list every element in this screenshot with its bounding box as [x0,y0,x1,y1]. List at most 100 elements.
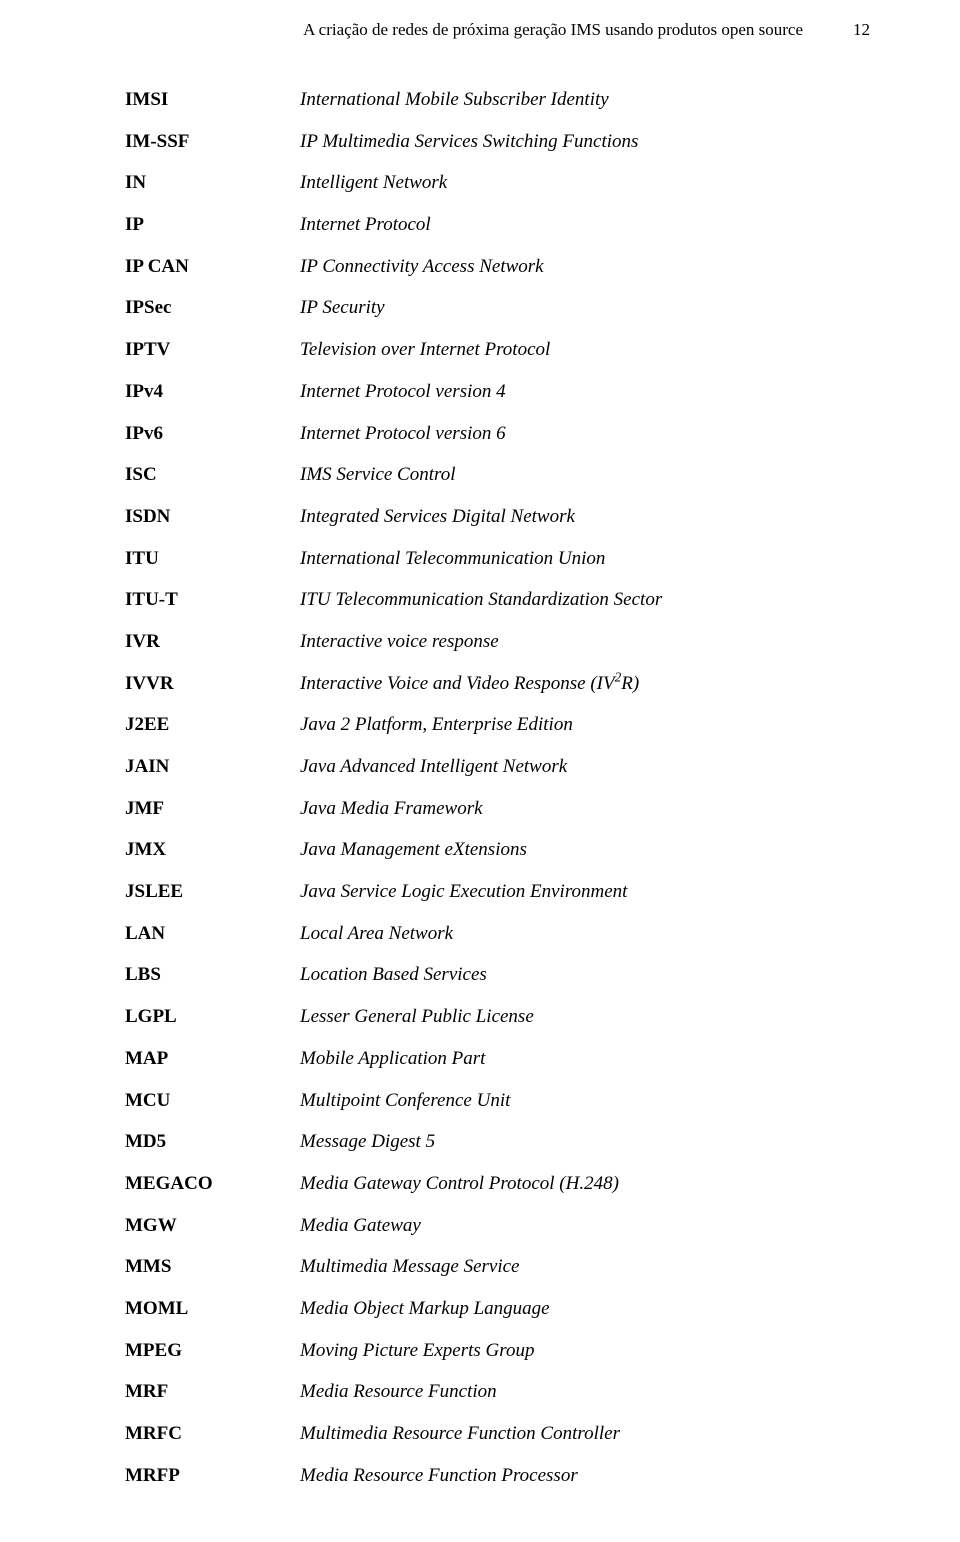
abbreviation: JMX [125,838,300,863]
glossary-row: IMSIInternational Mobile Subscriber Iden… [125,88,870,113]
abbreviation: IP [125,213,300,238]
abbreviation: MRFC [125,1422,300,1447]
glossary-row: IVVRInteractive Voice and Video Response… [125,672,870,697]
abbreviation: MRF [125,1380,300,1405]
abbreviation: MEGACO [125,1172,300,1197]
glossary-row: MAPMobile Application Part [125,1047,870,1072]
header-page-number: 12 [853,20,870,40]
glossary-row: J2EEJava 2 Platform, Enterprise Edition [125,713,870,738]
definition: IP Security [300,296,870,321]
abbreviation: IVR [125,630,300,655]
definition: Lesser General Public License [300,1005,870,1030]
definition: Mobile Application Part [300,1047,870,1072]
definition: International Mobile Subscriber Identity [300,88,870,113]
abbreviation: IM-SSF [125,130,300,155]
definition: Java Media Framework [300,797,870,822]
definition: Location Based Services [300,963,870,988]
glossary-row: MRFCMultimedia Resource Function Control… [125,1422,870,1447]
definition: Java Management eXtensions [300,838,870,863]
definition: Media Resource Function Processor [300,1464,870,1489]
definition: Multimedia Message Service [300,1255,870,1280]
glossary-row: LGPLLesser General Public License [125,1005,870,1030]
glossary-row: MRFPMedia Resource Function Processor [125,1464,870,1489]
glossary-row: ITU-TITU Telecommunication Standardizati… [125,588,870,613]
glossary-row: MMSMultimedia Message Service [125,1255,870,1280]
abbreviation: LAN [125,922,300,947]
definition: Multipoint Conference Unit [300,1089,870,1114]
abbreviation: IN [125,171,300,196]
abbreviation: J2EE [125,713,300,738]
header-title: A criação de redes de próxima geração IM… [303,20,803,40]
definition: Interactive voice response [300,630,870,655]
definition-text-after: R) [621,673,639,694]
abbreviation: IVVR [125,672,300,697]
abbreviation: JSLEE [125,880,300,905]
glossary-row: ITUInternational Telecommunication Union [125,547,870,572]
abbreviation: MCU [125,1089,300,1114]
definition: Java Advanced Intelligent Network [300,755,870,780]
abbreviation: MOML [125,1297,300,1322]
abbreviation: IPSec [125,296,300,321]
glossary-row: JSLEEJava Service Logic Execution Enviro… [125,880,870,905]
definition: ITU Telecommunication Standardization Se… [300,588,870,613]
glossary-row: IPTVTelevision over Internet Protocol [125,338,870,363]
glossary-row: JMXJava Management eXtensions [125,838,870,863]
abbreviation: MMS [125,1255,300,1280]
glossary-row: MGWMedia Gateway [125,1214,870,1239]
glossary-list: IMSIInternational Mobile Subscriber Iden… [125,88,870,1488]
glossary-row: IPv4Internet Protocol version 4 [125,380,870,405]
glossary-row: JAINJava Advanced Intelligent Network [125,755,870,780]
definition: Local Area Network [300,922,870,947]
glossary-row: ISCIMS Service Control [125,463,870,488]
glossary-row: IPSecIP Security [125,296,870,321]
glossary-row: MCUMultipoint Conference Unit [125,1089,870,1114]
definition: Intelligent Network [300,171,870,196]
abbreviation: LBS [125,963,300,988]
glossary-row: ISDNIntegrated Services Digital Network [125,505,870,530]
abbreviation: IPv6 [125,422,300,447]
abbreviation: ISC [125,463,300,488]
abbreviation: JAIN [125,755,300,780]
definition: Integrated Services Digital Network [300,505,870,530]
abbreviation: JMF [125,797,300,822]
glossary-row: INIntelligent Network [125,171,870,196]
definition: IP Connectivity Access Network [300,255,870,280]
glossary-row: IM-SSFIP Multimedia Services Switching F… [125,130,870,155]
abbreviation: MPEG [125,1339,300,1364]
definition: Multimedia Resource Function Controller [300,1422,870,1447]
abbreviation: MD5 [125,1130,300,1155]
abbreviation: IP CAN [125,255,300,280]
abbreviation: MAP [125,1047,300,1072]
glossary-row: IP CANIP Connectivity Access Network [125,255,870,280]
definition: Media Object Markup Language [300,1297,870,1322]
definition: International Telecommunication Union [300,547,870,572]
page: A criação de redes de próxima geração IM… [0,0,960,1542]
definition: Moving Picture Experts Group [300,1339,870,1364]
abbreviation: MRFP [125,1464,300,1489]
abbreviation: MGW [125,1214,300,1239]
glossary-row: MRFMedia Resource Function [125,1380,870,1405]
definition: Internet Protocol version 4 [300,380,870,405]
definition: Message Digest 5 [300,1130,870,1155]
definition: IP Multimedia Services Switching Functio… [300,130,870,155]
definition: Java Service Logic Execution Environment [300,880,870,905]
definition: Internet Protocol [300,213,870,238]
abbreviation: ISDN [125,505,300,530]
definition: Media Gateway Control Protocol (H.248) [300,1172,870,1197]
definition-text: Interactive Voice and Video Response (IV [300,673,615,694]
glossary-row: MD5Message Digest 5 [125,1130,870,1155]
page-header: A criação de redes de próxima geração IM… [125,20,870,40]
abbreviation: IMSI [125,88,300,113]
definition: Media Resource Function [300,1380,870,1405]
definition: Internet Protocol version 6 [300,422,870,447]
definition: Media Gateway [300,1214,870,1239]
glossary-row: MEGACOMedia Gateway Control Protocol (H.… [125,1172,870,1197]
definition: IMS Service Control [300,463,870,488]
definition: Interactive Voice and Video Response (IV… [300,672,870,697]
glossary-row: LBSLocation Based Services [125,963,870,988]
glossary-row: IPInternet Protocol [125,213,870,238]
glossary-row: IVRInteractive voice response [125,630,870,655]
abbreviation: ITU-T [125,588,300,613]
abbreviation: IPv4 [125,380,300,405]
abbreviation: ITU [125,547,300,572]
